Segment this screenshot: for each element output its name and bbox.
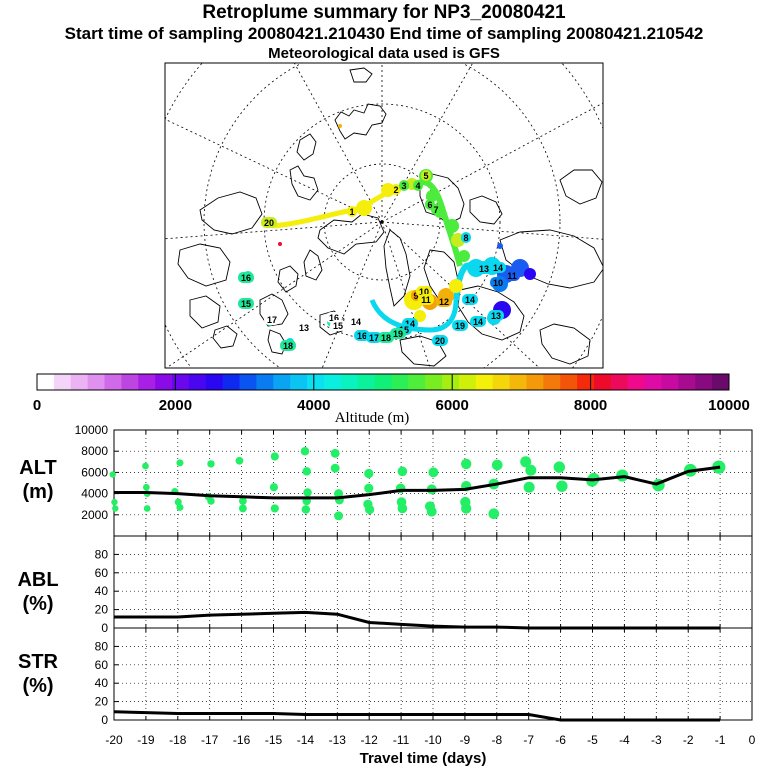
day-label: 12	[439, 297, 449, 307]
day-label: 14	[465, 295, 475, 305]
day-label-badge	[296, 322, 312, 333]
map-layer: 2012345678910111213141011131415161718191…	[165, 63, 603, 368]
day-label-badge	[238, 272, 254, 283]
day-label: 13	[479, 264, 489, 274]
day-label: 11	[421, 295, 431, 305]
meteorological-data-subtitle: Meteorological data used is GFS	[268, 45, 500, 62]
day-label: 13	[299, 323, 309, 333]
day-label: 17	[369, 333, 379, 343]
day-label-badge	[264, 314, 280, 325]
day-label-badge	[488, 310, 504, 321]
day-label-badge	[476, 263, 492, 274]
day-label: 10	[493, 278, 503, 288]
day-label-badge	[452, 320, 468, 331]
day-label: 18	[381, 333, 391, 343]
day-label-badge	[348, 316, 364, 327]
day-label-badge	[366, 332, 382, 343]
day-label-badge	[436, 296, 452, 307]
day-label: 10	[419, 287, 429, 297]
day-label: 20	[264, 218, 274, 228]
day-label: 1	[349, 207, 354, 217]
day-label: 4	[415, 181, 420, 191]
day-label: 3	[401, 181, 406, 191]
day-label: 16	[241, 273, 251, 283]
day-label: 18	[283, 341, 293, 351]
day-label-badge	[432, 335, 448, 346]
day-label-badge	[504, 270, 520, 281]
day-label-badge	[391, 184, 401, 195]
day-label: 15	[333, 321, 343, 331]
day-label: 16	[357, 331, 367, 341]
day-label-badge	[413, 180, 423, 191]
day-label: 14	[473, 317, 483, 327]
day-label: 14	[493, 263, 503, 273]
day-label: 14	[351, 317, 361, 327]
day-label-badge	[431, 204, 441, 215]
day-label: 9	[413, 291, 418, 301]
day-label-badge	[238, 298, 254, 309]
day-label: 19	[455, 321, 465, 331]
day-label-badge	[347, 206, 357, 217]
day-label: 19	[393, 329, 403, 339]
day-label-badge	[280, 340, 296, 351]
day-label: 16	[329, 313, 339, 323]
day-label: 6	[427, 200, 432, 210]
day-label: 8	[463, 233, 468, 243]
day-label: 20	[435, 336, 445, 346]
day-label: 13	[491, 311, 501, 321]
chart-title: Retroplume summary for NP3_20080421	[202, 2, 566, 23]
day-label-badge	[354, 330, 370, 341]
plume-path-cyan	[369, 298, 459, 333]
day-label-badge	[490, 262, 506, 273]
day-label: 5	[423, 171, 428, 181]
sampling-time-subtitle: Start time of sampling 20080421.210430 E…	[64, 24, 704, 43]
day-label-badge	[330, 320, 346, 331]
day-label-badge	[490, 277, 506, 288]
day-label: 7	[433, 205, 438, 215]
day-label: 14	[405, 319, 415, 329]
day-label-badge	[421, 170, 431, 181]
day-label-badge	[390, 328, 406, 339]
day-label-badge	[462, 294, 478, 305]
meridians	[165, 63, 603, 368]
coastlines	[177, 67, 603, 367]
day-label: 15	[241, 299, 251, 309]
day-label: 17	[267, 315, 277, 325]
day-label-badge	[461, 232, 471, 243]
day-label-badge	[470, 316, 486, 327]
day-label-badge	[261, 217, 277, 228]
day-label: 2	[393, 185, 398, 195]
day-label-badge	[378, 332, 394, 343]
map-frame	[164, 62, 604, 369]
day-label: 11	[507, 271, 517, 281]
day-label-badge	[399, 180, 409, 191]
plume-day-labels: 2012345678910111213141011131415161718191…	[238, 170, 520, 351]
day-label-badge	[418, 294, 434, 305]
